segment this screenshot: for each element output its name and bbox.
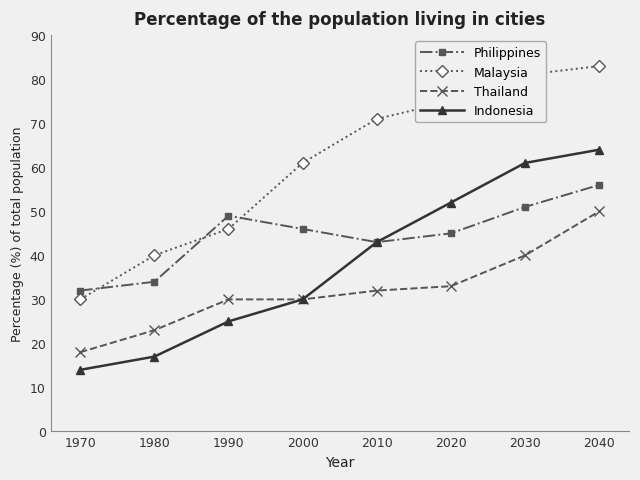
Malaysia — [373, 117, 381, 122]
Malaysia — [595, 64, 603, 70]
Philippines — [373, 240, 381, 246]
Thailand — [595, 209, 603, 215]
Title: Percentage of the population living in cities: Percentage of the population living in c… — [134, 11, 545, 29]
Line: Malaysia: Malaysia — [76, 63, 604, 304]
X-axis label: Year: Year — [325, 455, 355, 469]
Indonesia — [447, 200, 455, 206]
Indonesia — [150, 354, 158, 360]
Line: Indonesia: Indonesia — [76, 146, 604, 374]
Malaysia — [150, 253, 158, 259]
Indonesia — [595, 147, 603, 153]
Thailand — [299, 297, 307, 303]
Indonesia — [521, 161, 529, 167]
Thailand — [521, 253, 529, 259]
Thailand — [447, 284, 455, 289]
Thailand — [373, 288, 381, 294]
Legend: Philippines, Malaysia, Thailand, Indonesia: Philippines, Malaysia, Thailand, Indones… — [415, 42, 547, 123]
Malaysia — [299, 161, 307, 167]
Philippines — [447, 231, 455, 237]
Indonesia — [76, 367, 84, 373]
Philippines — [521, 204, 529, 210]
Indonesia — [225, 319, 232, 324]
Malaysia — [76, 297, 84, 303]
Philippines — [595, 183, 603, 189]
Line: Thailand: Thailand — [76, 207, 604, 357]
Y-axis label: Percentage (%) of total population: Percentage (%) of total population — [11, 126, 24, 341]
Thailand — [225, 297, 232, 303]
Indonesia — [373, 240, 381, 246]
Malaysia — [225, 227, 232, 232]
Thailand — [150, 328, 158, 334]
Line: Philippines: Philippines — [77, 182, 603, 294]
Philippines — [150, 279, 158, 285]
Philippines — [299, 227, 307, 232]
Indonesia — [299, 297, 307, 303]
Philippines — [225, 214, 232, 219]
Thailand — [76, 349, 84, 355]
Malaysia — [447, 99, 455, 105]
Philippines — [76, 288, 84, 294]
Malaysia — [521, 73, 529, 79]
